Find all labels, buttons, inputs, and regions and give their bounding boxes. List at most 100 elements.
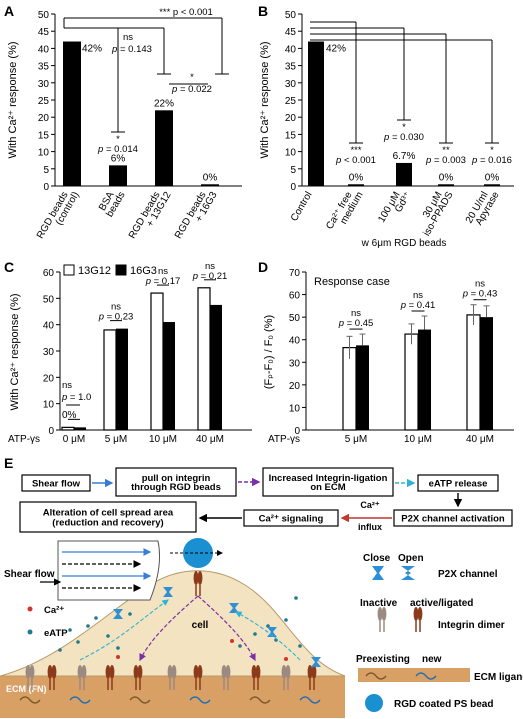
panel-c-ns: ns <box>111 302 121 313</box>
panel-c-p: p = 0.21 <box>192 271 228 282</box>
panel-d-ytick-label: 50 <box>289 313 301 324</box>
panel-d-p: p = 0.43 <box>462 289 498 300</box>
panel-a-p1: p = 0.143 <box>111 44 152 55</box>
flow-box-eatp-label: eATP release <box>429 479 488 490</box>
panel-b-ytick-label: 5 <box>290 165 296 176</box>
panel-d-bar-13g12 <box>404 333 419 431</box>
ca-influx-label: influx <box>358 522 382 532</box>
panel-a-sig: * <box>116 134 120 145</box>
ecm-ligand <box>189 696 211 704</box>
panel-a-ytick-label: 30 <box>38 79 50 90</box>
panel-c-bar-16g3 <box>210 304 222 430</box>
signal-arrow <box>235 611 301 661</box>
flow-box-ligation-label: on ECM <box>310 482 345 493</box>
panel-d-ylabel: (Fₚ-F₀) / F₀ (%) <box>263 315 275 389</box>
panel-a-p2: p = 0.022 <box>171 84 212 95</box>
legend-integrin-label: Integrin dimer <box>438 620 505 631</box>
ca-ion-icon <box>27 606 33 612</box>
panel-d-bar-16g3 <box>480 317 493 430</box>
flow-box-p2x-label: P2X channel activation <box>401 514 505 525</box>
panel-b-p: p = 0.030 <box>383 132 424 143</box>
integrin-dimer <box>133 665 139 679</box>
panel-b-bar <box>438 184 454 186</box>
integrin-inactive-icon <box>377 607 383 621</box>
panel-d-ytick-label: 0 <box>294 426 300 437</box>
panel-c-bar-13g12 <box>197 287 211 431</box>
integrin-active-icon <box>417 607 423 621</box>
integrin-dimer <box>197 665 203 679</box>
panel-b-ytick-label: 25 <box>285 96 297 107</box>
panel-d-ytick-label: 20 <box>289 381 301 392</box>
panel-d-xlabel: 10 μM <box>404 434 432 445</box>
integrin-dimer <box>251 665 257 679</box>
integrin-dimer <box>193 665 199 679</box>
panel-c-p: p = 0.23 <box>98 312 134 323</box>
panel-a-value-label: 22% <box>154 98 174 109</box>
eatp-dot <box>284 618 288 622</box>
panel-a-ytick-label: 10 <box>38 148 50 159</box>
panel-c-ytick-label: 10 <box>43 400 55 411</box>
p2x-channel <box>163 587 173 597</box>
integrin-dimer <box>171 665 177 679</box>
panel-a-ytick-label: 35 <box>38 62 50 73</box>
panel-d-p: p = 0.41 <box>400 300 436 311</box>
panel-b-sig: * <box>490 145 494 156</box>
panel-d-ns: ns <box>413 290 423 301</box>
ca-dot <box>230 639 234 643</box>
p2x-closed-icon <box>372 566 384 580</box>
flow-box-pull-label: through RGD beads <box>131 482 221 493</box>
panel-letter-c: C <box>4 259 14 275</box>
legend-swatch-13g12 <box>63 264 75 276</box>
eatp-dot <box>94 616 98 620</box>
panel-a-value-label: 6% <box>111 153 126 164</box>
panel-c-ytick-label: 30 <box>43 347 55 358</box>
integrin-dimer <box>51 665 57 679</box>
panel-d-inset-title: Response case <box>314 276 390 288</box>
eatp-dot <box>128 612 132 616</box>
flow-box-alteration-label: (reduction and recovery) <box>52 518 163 529</box>
panel-c-bar-13g12 <box>150 292 164 431</box>
panel-b-ytick-label: 0 <box>290 182 296 193</box>
panel-c-xlabel: 40 μM <box>196 434 224 445</box>
integrin-dimer <box>311 665 317 679</box>
panel-a-ytick-label: 15 <box>38 130 50 141</box>
signal-arrow <box>197 595 256 662</box>
integrin-dimer <box>47 665 53 679</box>
integrin-dimer <box>77 665 83 679</box>
ecm-ligand-new-icon <box>415 672 437 680</box>
eatp-dot <box>116 646 120 650</box>
integrin-dimer <box>29 665 35 679</box>
integrin-dimer <box>307 665 313 679</box>
cell-label: cell <box>192 620 209 631</box>
integrin-dimer <box>81 665 87 679</box>
panel-d-ns: ns <box>475 279 485 290</box>
panel-b-value-label: 0% <box>439 172 454 183</box>
integrin-bead <box>193 571 199 585</box>
eatp-dot <box>238 644 242 648</box>
p2x-channel <box>113 609 123 619</box>
panel-c-xlabel: 10 μM <box>149 434 177 445</box>
panel-d-xlabel: 40 μM <box>466 434 494 445</box>
panel-b-p: p = 0.016 <box>471 155 512 166</box>
ca-label: Ca²⁺ <box>44 605 64 616</box>
panel-d-p: p = 0.45 <box>338 318 374 329</box>
panel-a-ylabel: With Ca²⁺ response (%) <box>7 41 19 158</box>
panel-letter-a: A <box>4 3 14 19</box>
ca-dot <box>284 657 288 661</box>
panel-c-p: p = 1.0 <box>61 392 91 403</box>
panel-a-ytick-label: 45 <box>38 27 50 38</box>
ecm-ligand <box>19 696 41 704</box>
panel-a-value-label: 42% <box>82 44 102 55</box>
flow-box-shear <box>21 474 91 492</box>
panel-a-ytick-label: 25 <box>38 96 50 107</box>
panel-b-ytick-label: 10 <box>285 148 297 159</box>
integrin-bead <box>197 571 203 585</box>
integrin-dimer <box>225 665 231 679</box>
panel-a-bar <box>109 165 127 186</box>
panel-a-ytick-label: 0 <box>43 182 49 193</box>
panel-a-bar <box>201 184 219 186</box>
flow-box-pull-label: pull on integrin <box>142 473 211 484</box>
panel-letter-e: E <box>4 455 13 471</box>
panel-b-ytick-label: 15 <box>285 130 297 141</box>
panel-b-ytick-label: 20 <box>285 113 297 124</box>
